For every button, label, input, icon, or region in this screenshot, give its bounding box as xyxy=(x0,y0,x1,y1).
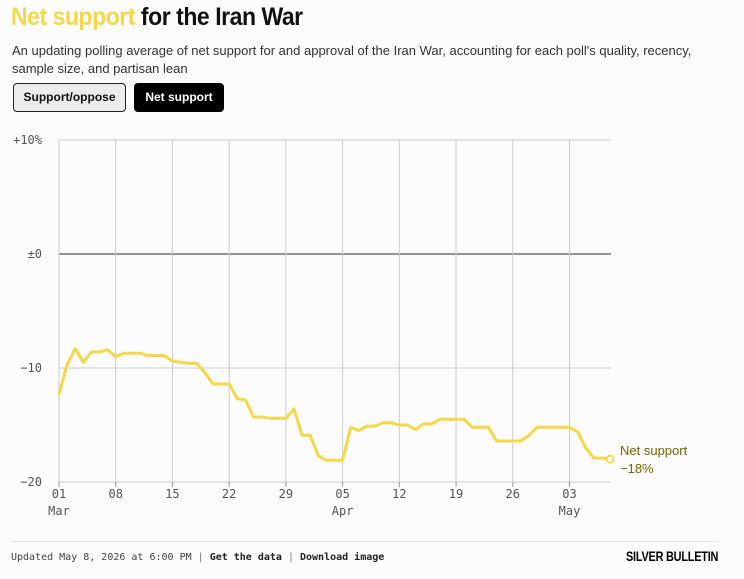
x-tick-day-label: 05 xyxy=(335,487,349,501)
x-tick-month-label: May xyxy=(559,504,581,518)
y-tick-label: −20 xyxy=(20,475,42,489)
support-oppose-toggle-button[interactable]: Support/oppose xyxy=(13,83,126,112)
title-highlight: Net support xyxy=(11,3,135,31)
series-name-label: Net support xyxy=(620,443,688,458)
net-support-toggle-button[interactable]: Net support xyxy=(134,83,224,112)
x-tick-day-label: 26 xyxy=(506,487,520,501)
footer-separator: | xyxy=(281,552,300,563)
x-tick-day-label: 01 xyxy=(52,487,66,501)
x-tick-month-label: Mar xyxy=(48,504,70,518)
updated-timestamp: Updated May 8, 2026 at 6:00 PM xyxy=(11,552,192,563)
silver-bulletin-logo: SILVER BULLETIN xyxy=(626,548,719,564)
download-image-link[interactable]: Download image xyxy=(300,552,385,563)
series-end-marker xyxy=(605,454,615,464)
get-data-link[interactable]: Get the data xyxy=(209,552,282,563)
chart-title: Net support for the Iran War xyxy=(11,2,303,32)
x-tick-day-label: 22 xyxy=(222,487,236,501)
x-tick-day-label: 08 xyxy=(108,487,122,501)
x-tick-day-label: 12 xyxy=(392,487,406,501)
series-end-value-label: −18% xyxy=(620,461,654,476)
footer-separator: | xyxy=(191,552,210,563)
x-tick-day-label: 15 xyxy=(165,487,179,501)
x-tick-day-label: 19 xyxy=(449,487,463,501)
x-tick-month-label: Apr xyxy=(332,504,354,518)
y-tick-label: ±0 xyxy=(28,247,42,261)
net-support-line-chart: +10% ±0 −10 −20 01 Mar 08 15 22 29 05 Apr 12 19 26 03 Ma… xyxy=(13,133,688,518)
y-tick-label: −10 xyxy=(20,361,42,375)
x-tick-day-label: 03 xyxy=(562,487,576,501)
chart-subtitle: An updating polling average of net suppo… xyxy=(12,43,692,76)
y-tick-label: +10% xyxy=(13,133,43,147)
title-rest: for the Iran War xyxy=(134,3,303,31)
footer-divider xyxy=(11,541,719,542)
series-line-net-support xyxy=(57,347,612,462)
footer: Updated May 8, 2026 at 6:00 PM | Get the… xyxy=(11,551,384,565)
x-tick-day-label: 29 xyxy=(279,487,293,501)
